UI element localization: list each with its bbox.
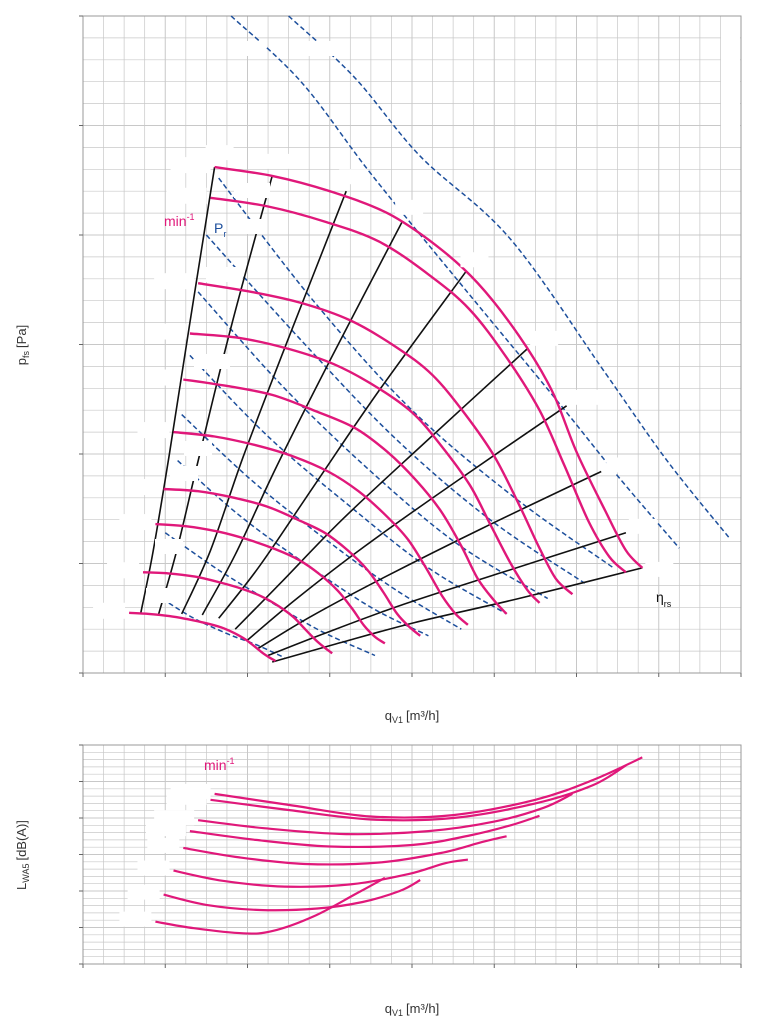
efficiency-curve (218, 271, 467, 619)
sound-curve (210, 764, 627, 822)
speed-label-bg (166, 789, 207, 805)
speed-label-bg (170, 157, 211, 174)
efficiency-curve (246, 405, 568, 641)
power-label-bg (155, 539, 183, 554)
sound-curve (197, 792, 573, 836)
sound-chart: qV1 [m³/h] LWA5[dB(A)] min-1 (14, 744, 742, 1018)
power-label-bg (206, 267, 242, 282)
efficiency-label-bg (205, 145, 234, 161)
speed-label-bg (166, 187, 207, 204)
power-curve (197, 291, 549, 600)
speed-curve (197, 282, 574, 596)
efficiency-curve (271, 567, 643, 663)
power-label-bg (170, 466, 198, 481)
speed-curve (163, 487, 421, 637)
x-axis-label: qV1 [m³/h] (385, 1001, 439, 1018)
power-curve (189, 354, 507, 615)
power-label-bg (146, 588, 174, 603)
speed-label-bg (119, 514, 152, 531)
efficiency-curve (267, 532, 627, 657)
speed-curve (129, 611, 277, 663)
sound-curve (214, 756, 643, 819)
efficiency-symbol: ηrs (656, 589, 672, 609)
model-label-box (721, 18, 740, 128)
power-curve (164, 532, 376, 657)
y-axis-label: LWA5[dB(A)] (14, 820, 31, 890)
speed-unit-label: min-1 (164, 212, 195, 229)
power-curve (288, 15, 730, 538)
speed-curve (210, 196, 627, 574)
speed-curve (173, 430, 469, 626)
speed-label-bg (154, 273, 195, 290)
speed-label-bg (147, 369, 180, 386)
y-axis-label: pfs[Pa] (14, 325, 31, 365)
power-curve (205, 234, 586, 584)
x-axis-label: qV1 [m³/h] (385, 708, 439, 725)
power-curve (230, 15, 680, 549)
speed-label-bg (119, 911, 152, 927)
sound-curve (173, 858, 469, 888)
speed-label-bg (127, 479, 160, 496)
speed-label-bg (145, 323, 186, 340)
power-symbol: Pr (214, 220, 226, 239)
power-label-bg (230, 41, 266, 56)
speed-curve (142, 571, 333, 655)
speed-label-bg (137, 860, 170, 876)
efficiency-label-bg (395, 199, 424, 215)
speed-label-bg (127, 884, 160, 900)
power-label-bg (194, 354, 230, 369)
speed-label-bg (145, 821, 186, 837)
speed-label-bg (147, 837, 180, 853)
sound-curve (163, 879, 421, 912)
sound-curve (155, 876, 386, 935)
efficiency-label-bg (265, 153, 294, 169)
sound-curve (189, 814, 540, 848)
speed-unit-label: min-1 (204, 756, 235, 773)
power-label-bg (306, 41, 342, 56)
speed-label-bg (93, 602, 126, 619)
speed-label-bg (107, 562, 140, 579)
power-label-bg (184, 441, 212, 456)
efficiency-curve (234, 348, 528, 630)
efficiency-label-bg (571, 389, 600, 405)
power-curve (148, 589, 285, 659)
efficiency-curve (201, 221, 403, 616)
efficiency-label-bg (628, 518, 657, 534)
pressure-chart: qV1 [m³/h] pfs[Pa] min-1 ηrs Pr (14, 15, 742, 725)
speed-curve (214, 165, 644, 569)
speed-label-bg (137, 422, 170, 439)
efficiency-label-bg (339, 169, 368, 185)
efficiency-curve (139, 166, 216, 615)
efficiency-label-bg (530, 330, 559, 346)
efficiency-label-bg (606, 457, 635, 473)
power-label-bg (230, 219, 266, 234)
speed-curve (183, 378, 508, 615)
speed-curve (189, 332, 541, 604)
efficiency-curve (180, 190, 347, 615)
efficiency-label-bg (645, 561, 674, 577)
power-label-bg (234, 183, 270, 198)
speed-curve (155, 522, 386, 645)
power-curve (218, 177, 614, 569)
sound-curve (183, 835, 507, 866)
efficiency-curve (256, 470, 602, 650)
efficiency-label-bg (460, 252, 489, 268)
